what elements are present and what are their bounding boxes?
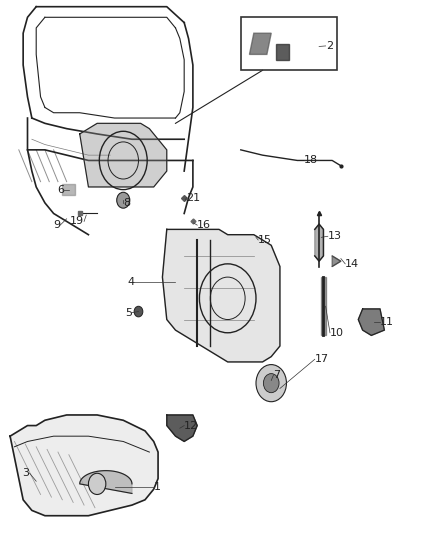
Polygon shape <box>358 309 385 335</box>
Text: 6: 6 <box>57 184 64 195</box>
Text: 11: 11 <box>380 317 394 327</box>
Text: 16: 16 <box>197 220 211 230</box>
Text: 9: 9 <box>53 220 60 230</box>
Text: 17: 17 <box>315 354 329 364</box>
Text: 2: 2 <box>325 41 333 51</box>
Polygon shape <box>332 256 341 266</box>
Text: 14: 14 <box>345 259 359 269</box>
Text: 12: 12 <box>184 421 198 431</box>
Text: 4: 4 <box>127 277 134 287</box>
Text: 19: 19 <box>70 216 84 227</box>
Polygon shape <box>315 224 323 261</box>
Bar <box>241 17 336 70</box>
Text: 13: 13 <box>328 231 342 241</box>
Circle shape <box>256 365 286 402</box>
Text: 3: 3 <box>23 469 30 478</box>
Circle shape <box>134 306 143 317</box>
Polygon shape <box>167 415 197 441</box>
Text: 18: 18 <box>304 156 318 165</box>
Polygon shape <box>80 123 167 187</box>
Text: 1: 1 <box>154 481 161 491</box>
Polygon shape <box>250 33 271 54</box>
Text: 7: 7 <box>273 370 280 380</box>
Circle shape <box>88 473 106 495</box>
Polygon shape <box>10 415 158 516</box>
Polygon shape <box>276 44 289 60</box>
Circle shape <box>263 374 279 393</box>
Polygon shape <box>80 471 132 494</box>
Text: 15: 15 <box>258 235 272 245</box>
Text: 21: 21 <box>186 192 201 203</box>
Circle shape <box>117 192 130 208</box>
Polygon shape <box>162 229 280 362</box>
Polygon shape <box>321 277 325 335</box>
Text: 10: 10 <box>330 328 344 338</box>
Text: 5: 5 <box>125 308 132 318</box>
Polygon shape <box>62 184 75 195</box>
Text: 8: 8 <box>123 198 131 208</box>
